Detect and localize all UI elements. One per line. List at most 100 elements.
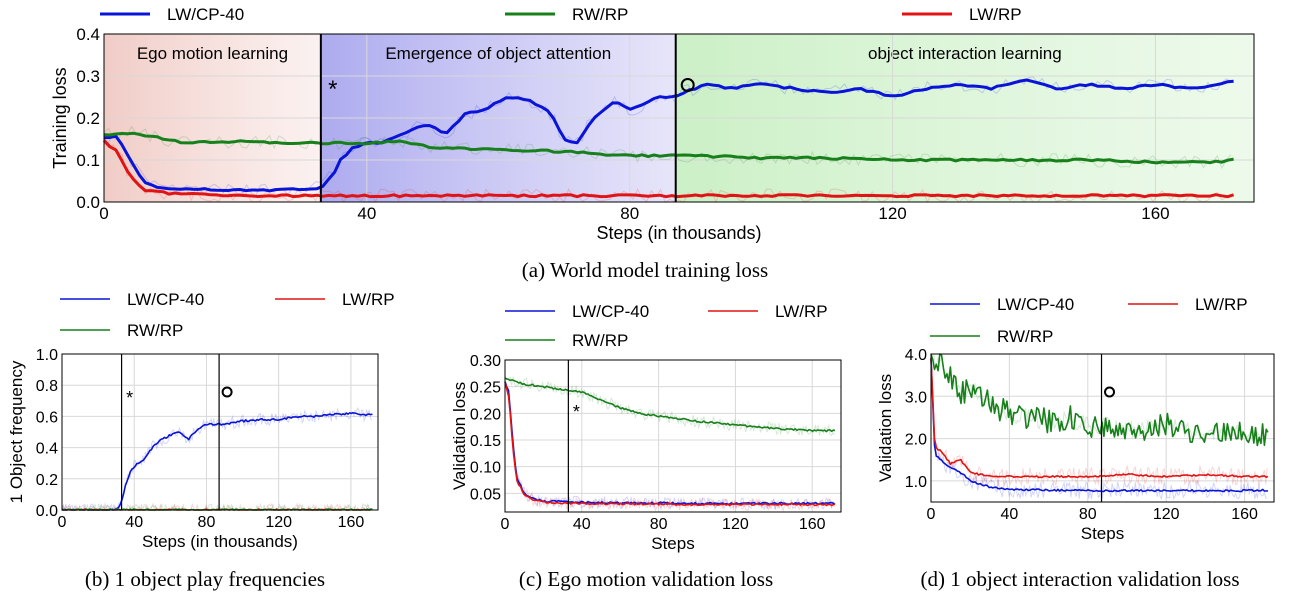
series-noise-lw-cp-40: [930, 365, 1268, 501]
series-line-lw-cp-40: [103, 78, 1234, 193]
legend-label: LW/CP-40: [167, 5, 244, 24]
series-line-lw-rp: [930, 358, 1269, 479]
plot-frame: [61, 353, 379, 511]
y-tick-label: 0.15: [470, 433, 501, 450]
x-tick-label: 40: [357, 204, 376, 223]
x-tick-label: 40: [125, 514, 143, 531]
panel-c-grid: [504, 359, 841, 512]
legend-label: LW/RP: [342, 290, 395, 309]
plot-frame: [504, 359, 842, 513]
panel-d-interaction-validation: LW/CP-40 LW/RP RW/RP 0 40 80 120 160 1.0 2.0 3.0 4…: [876, 295, 1275, 591]
series-line-rw-rp: [930, 353, 1269, 447]
panel-c-series: [504, 376, 836, 512]
x-tick-label: 0: [99, 204, 108, 223]
panel-a-legend: LW/CP-40 RW/RP LW/RP: [100, 5, 1022, 24]
phase-label: object interaction learning: [868, 44, 1062, 63]
y-tick-label: 0.2: [76, 109, 100, 128]
y-tick-label: 0.1: [76, 151, 100, 170]
y-tick-label: 0.25: [470, 380, 501, 397]
x-tick-label: 80: [1079, 506, 1097, 523]
x-tick-label: 120: [722, 516, 749, 533]
x-tick-label: 120: [265, 514, 292, 531]
series-line-rw-rp: [504, 377, 836, 433]
phase-label: Ego motion learning: [137, 44, 288, 63]
star-marker: *: [126, 388, 133, 408]
panel-a-training-loss: LW/CP-40 RW/RP LW/RP Ego motion learning Em…: [50, 5, 1255, 282]
x-tick-label: 160: [799, 516, 826, 533]
circle-marker: [680, 78, 695, 92]
legend-label: LW/CP-40: [127, 290, 204, 309]
panel-c-axes: * 0 40 80 120 160 0.05 0.10 0.15 0.20 0.25 0.30 Step…: [450, 353, 842, 553]
y-axis-label: 1 Object frequency: [7, 360, 26, 503]
y-tick-label: 0.4: [76, 25, 100, 44]
panel-d-legend: LW/CP-40 LW/RP RW/RP: [930, 295, 1248, 346]
circle-marker: [1104, 386, 1116, 398]
x-tick-label: 160: [1231, 506, 1258, 523]
legend-label: RW/RP: [572, 331, 628, 350]
y-tick-label: 0.4: [36, 441, 58, 458]
caption-c: (c) Ego motion validation loss: [519, 567, 773, 591]
legend-label: LW/RP: [1195, 295, 1248, 314]
series-line-lw-cp-40: [62, 412, 373, 511]
star-marker: *: [573, 402, 580, 422]
plot-frame: [930, 353, 1275, 503]
x-tick-label: 160: [1141, 204, 1169, 223]
legend-label: RW/RP: [572, 5, 628, 24]
legend-label: LW/CP-40: [997, 295, 1074, 314]
x-tick-label: 40: [1001, 506, 1019, 523]
caption-d: (d) 1 object interaction validation loss: [921, 567, 1240, 591]
series-line-rw-rp: [103, 131, 1234, 165]
y-tick-label: 1.0: [36, 347, 58, 364]
panel-d-series: [930, 353, 1269, 501]
y-tick-label: 0.8: [36, 378, 58, 395]
y-tick-label: 1.0: [905, 474, 927, 491]
x-tick-label: 0: [927, 506, 936, 523]
series-line-lw-cp-40: [930, 358, 1268, 493]
x-tick-label: 0: [501, 516, 510, 533]
panel-b-legend: LW/CP-40 LW/RP RW/RP: [60, 290, 395, 340]
y-tick-label: 0.6: [36, 409, 58, 426]
legend-label: LW/CP-40: [572, 302, 649, 321]
y-axis-label: Training loss: [50, 67, 70, 168]
y-tick-label: 2.0: [905, 432, 927, 449]
x-tick-label: 120: [878, 204, 906, 223]
legend-label: RW/RP: [127, 321, 183, 340]
x-axis-label: Steps (in thousands): [142, 532, 298, 551]
series-noise-rw-rp: [504, 376, 835, 437]
y-tick-label: 0.0: [36, 503, 58, 520]
y-tick-label: 0.3: [76, 67, 100, 86]
x-axis-label: Steps: [651, 534, 694, 553]
x-tick-label: 80: [198, 514, 216, 531]
series-line-lw-cp-40: [504, 381, 836, 506]
legend-label: RW/RP: [997, 327, 1053, 346]
panel-b-series: [61, 407, 373, 512]
x-axis-label: Steps: [1081, 524, 1124, 543]
y-tick-label: 0.0: [76, 193, 100, 212]
x-tick-label: 80: [620, 204, 639, 223]
panel-b-object-frequency: LW/CP-40 LW/RP RW/RP * 0 40 80 120 160 0.0 0.2 0.4…: [7, 290, 395, 591]
x-tick-label: 120: [1153, 506, 1180, 523]
y-tick-label: 0.30: [470, 353, 501, 370]
y-tick-label: 0.05: [470, 486, 501, 503]
panel-b-axes: * 0 40 80 120 160 0.0 0.2 0.4 0.6 0.8 1.0 Steps (in …: [7, 347, 379, 551]
x-tick-label: 40: [573, 516, 591, 533]
series-line-lw-rp: [102, 139, 1235, 199]
panel-b-grid: [61, 353, 378, 511]
plot-frame: [103, 33, 1255, 203]
panel-a-series: [102, 76, 1235, 204]
x-tick-label: 80: [650, 516, 668, 533]
series-noise-lw-rp: [504, 380, 835, 512]
circle-marker: [221, 386, 233, 398]
legend-label: LW/RP: [775, 302, 828, 321]
x-axis-label: Steps (in thousands): [596, 223, 761, 243]
y-tick-label: 0.10: [470, 460, 501, 477]
y-tick-label: 0.2: [36, 472, 58, 489]
y-tick-label: 0.20: [470, 406, 501, 423]
legend-label: LW/RP: [969, 5, 1022, 24]
caption-a: (a) World model training loss: [522, 258, 768, 282]
x-tick-label: 0: [58, 514, 67, 531]
panel-c-ego-validation: LW/CP-40 LW/RP RW/RP * 0 40 80 120 160 0.05 0.10 0…: [450, 302, 842, 591]
y-tick-label: 4.0: [905, 347, 927, 364]
y-tick-label: 3.0: [905, 389, 927, 406]
